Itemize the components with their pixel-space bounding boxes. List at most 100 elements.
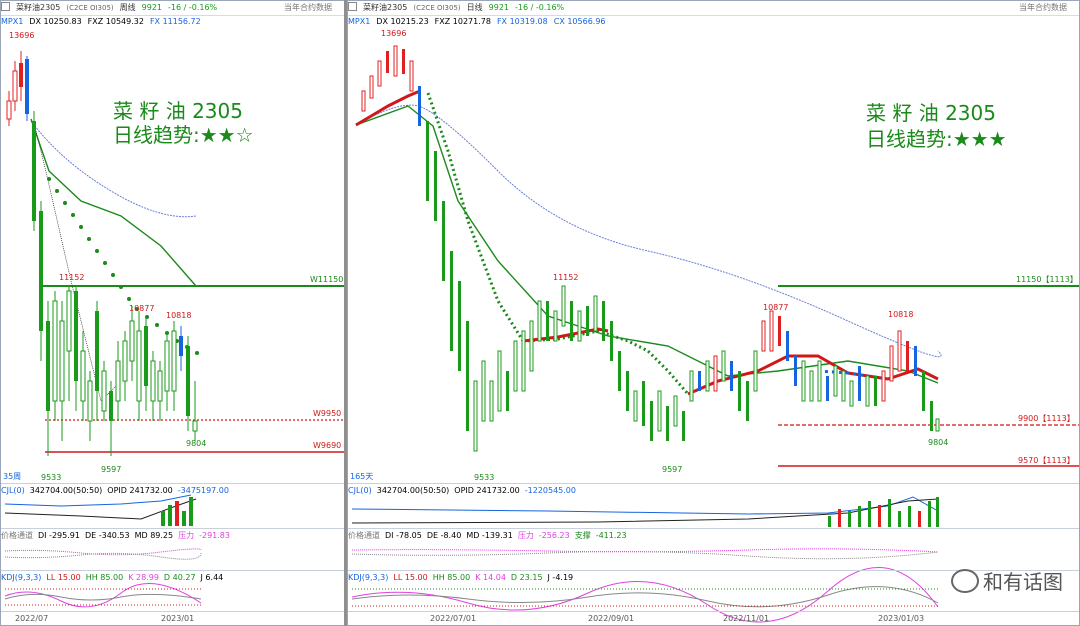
cjl-opid: OPID 241732.00 (107, 486, 173, 495)
x-axis: 2022/07 2023/01 (1, 611, 344, 625)
kdj-label[interactable]: KDJ(9,3,3) (1, 573, 42, 582)
last-price: 9921 (488, 3, 509, 12)
pj-de: DE -340.53 (84, 531, 130, 540)
bar-count: 35周 (3, 472, 22, 481)
mpx-fxz: FXZ 10271.78 (434, 17, 491, 26)
kdj-k: K 14.04 (475, 573, 506, 582)
pj-yl: 压力 (178, 531, 195, 540)
pj-ylv: -291.83 (199, 531, 230, 540)
pj-label[interactable]: 价格通道 (1, 531, 33, 540)
weekly-chart-panel[interactable]: 菜籽油2305 (C2CE OI305) 周线 9921 -16 / -0.16% 当年合… (0, 0, 345, 626)
pj-indicator-row: 价格通道 DI -78.05 DE -8.40 MD -139.31 压力 -256.23… (348, 530, 1079, 541)
bar-count: 165天 (350, 472, 374, 481)
x-tick: 2022/07/01 (430, 614, 477, 623)
mpx-indicator-row: MPX1 DX 10250.83 FXZ 10549.32 FX 11156.72 (1, 16, 344, 28)
trend-dots (47, 177, 199, 355)
kdj-d: D 40.27 (163, 573, 196, 582)
cjl-diff: -3475197.00 (177, 486, 229, 495)
cjl-diff: -1220545.00 (524, 486, 576, 495)
level-11150: 11150【1113】 (1016, 275, 1078, 284)
pj-md: MD -139.31 (466, 531, 513, 540)
data-note: 当年合约数据 (284, 3, 332, 12)
label-9533: 9533 (474, 473, 495, 482)
mpx-indicator-row: MPX1 DX 10215.23 FXZ 10271.78 FX 10319.08 CX… (348, 16, 1079, 28)
contract-code: (C2CE OI305) (66, 4, 114, 12)
period-dropdown[interactable]: 周线 (119, 3, 136, 12)
pj-ylv: -256.23 (538, 531, 570, 540)
pj-indicator-row: 价格通道 DI -295.91 DE -340.53 MD 89.25 压力 -291.8… (1, 530, 344, 541)
price-change: -16 / -0.16% (168, 3, 218, 12)
kdj-label[interactable]: KDJ(9,3,3) (348, 573, 389, 582)
kdj-ll: LL 15.00 (46, 573, 81, 582)
kdj-hh: HH 85.00 (85, 573, 124, 582)
daily-volume-bars (351, 496, 939, 527)
weekly-volume-bars (4, 494, 197, 526)
x-tick: 2023/01 (161, 614, 195, 623)
price-change: -16 / -0.16% (515, 3, 565, 12)
pj-zcv: -411.23 (595, 531, 627, 540)
annotation-trend: 日线趋势:★★☆ (113, 123, 254, 147)
pj-label[interactable]: 价格通道 (348, 531, 380, 540)
annotation-title: 菜 籽 油 2305 (866, 101, 996, 125)
label-9533: 9533 (41, 473, 62, 482)
x-tick: 2022/11/01 (723, 614, 770, 623)
label-10818: 10818 (888, 310, 914, 319)
high-label: 13696 (381, 29, 407, 38)
data-note: 当年合约数据 (1019, 3, 1067, 12)
label-9804: 9804 (186, 439, 207, 448)
contract-code: (C2CE OI305) (413, 4, 461, 12)
label-10877: 10877 (763, 303, 789, 312)
level-w9690: W9690 (313, 441, 342, 450)
high-label: 13696 (9, 31, 35, 40)
mpx-label[interactable]: MPX1 (348, 17, 371, 26)
weekly-candlesticks (6, 51, 198, 456)
chart-menu-icon[interactable] (1, 2, 10, 11)
cjl-label[interactable]: CJL(0) (348, 486, 372, 495)
cjl-vol: 342704.00(50:50) (376, 486, 450, 495)
x-tick: 2022/09/01 (588, 614, 635, 623)
wechat-icon (951, 568, 979, 593)
daily-chart-panel[interactable]: 菜籽油2305 (C2CE OI305) 日线 9921 -16 / -0.16% 当年合… (347, 0, 1080, 626)
x-tick: 2022/07 (15, 614, 49, 623)
mpx-cx: CX 10566.96 (553, 17, 606, 26)
label-9804: 9804 (928, 438, 949, 447)
pj-de: DE -8.40 (426, 531, 462, 540)
cjl-label[interactable]: CJL(0) (1, 486, 25, 495)
panel-divider[interactable] (344, 0, 347, 626)
weekly-candles-svg (4, 51, 344, 608)
annotation-trend: 日线趋势:★★★ (866, 127, 1007, 151)
daily-candles-svg (351, 45, 1079, 623)
mpx-fx: FX 10319.08 (496, 17, 548, 26)
annotation-title: 菜 籽 油 2305 (113, 99, 243, 123)
chart-header: 菜籽油2305 (C2CE OI305) 日线 9921 -16 / -0.16% 当年合… (348, 1, 1079, 16)
label-9597: 9597 (662, 465, 683, 474)
mpx-fx: FX 11156.72 (149, 17, 201, 26)
level-9900: 9900【1113】 (1018, 414, 1075, 423)
kdj-j: J -4.19 (547, 573, 574, 582)
mpx-dx: DX 10250.83 (29, 17, 82, 26)
pj-zc: 支撑 (574, 531, 591, 540)
kdj-ll: LL 15.00 (393, 573, 428, 582)
chart-header: 菜籽油2305 (C2CE OI305) 周线 9921 -16 / -0.16% 当年合… (1, 1, 344, 16)
chart-menu-icon[interactable] (348, 2, 357, 11)
last-price: 9921 (141, 3, 162, 12)
watermark-text: 和有话图 (983, 570, 1063, 594)
level-w9950: W9950 (313, 409, 342, 418)
period-dropdown[interactable]: 日线 (466, 3, 483, 12)
pj-yl: 压力 (517, 531, 534, 540)
cjl-opid: OPID 241732.00 (454, 486, 520, 495)
kdj-k: K 28.99 (128, 573, 159, 582)
daily-candlesticks (361, 45, 940, 452)
kdj-indicator-row: KDJ(9,3,3) LL 15.00 HH 85.00 K 28.99 D 40.27… (1, 572, 344, 583)
label-11152: 11152 (553, 273, 579, 282)
contract-title: 菜籽油2305 (16, 3, 61, 12)
mpx-fxz: FXZ 10549.32 (87, 17, 144, 26)
mpx-dx: DX 10215.23 (376, 17, 429, 26)
label-10877: 10877 (129, 304, 155, 313)
mpx-label[interactable]: MPX1 (1, 17, 24, 26)
level-w11150: W11150 (310, 275, 344, 284)
pj-di: DI -295.91 (38, 531, 80, 540)
watermark: 和有话图 (951, 566, 1063, 595)
kdj-indicator-row: KDJ(9,3,3) LL 15.00 HH 85.00 K 14.04 D 23.15… (348, 572, 1079, 583)
label-9597: 9597 (101, 465, 122, 474)
